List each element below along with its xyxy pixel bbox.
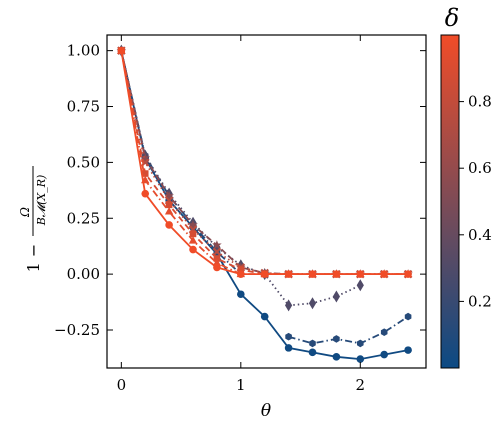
data-point: [332, 290, 340, 303]
data-point: [117, 46, 126, 55]
x-tick-label: 1: [236, 376, 246, 394]
x-axis-label: θ: [261, 401, 271, 421]
plot-frame: [106, 34, 427, 369]
series-layer: [116, 44, 413, 363]
series-8: [117, 46, 412, 278]
series-line: [120, 50, 409, 276]
data-point: [213, 263, 221, 272]
data-point: [164, 190, 174, 200]
data-point: [284, 344, 293, 352]
data-point: [141, 170, 149, 177]
series-1: [117, 46, 412, 363]
data-point: [237, 290, 245, 299]
y-tick-label: 0.00: [67, 265, 100, 283]
series-6: [118, 47, 412, 278]
colorbar-tick-label: 0.4: [468, 226, 492, 244]
y-tick-label: 0.50: [67, 153, 100, 171]
data-point: [357, 339, 364, 348]
data-point: [404, 346, 412, 354]
y-label-numerator: Ω: [18, 207, 32, 218]
data-point: [164, 207, 174, 215]
data-point: [212, 240, 222, 250]
data-point: [308, 270, 317, 278]
series-line: [120, 50, 409, 276]
data-point: [285, 332, 292, 341]
y-axis-label: 1 − Ω B𝓜(X_R): [18, 166, 48, 272]
data-point: [140, 152, 150, 162]
data-point: [309, 339, 316, 348]
series-line: [120, 50, 409, 276]
data-point: [188, 220, 198, 229]
data-point: [189, 230, 197, 238]
colorbar-tick-label: 0.6: [468, 159, 492, 177]
data-point: [404, 312, 412, 321]
y-tick-label: 0.25: [67, 209, 100, 227]
data-point: [404, 270, 412, 278]
y-tick-label: −0.25: [54, 321, 100, 339]
data-point: [356, 270, 365, 278]
data-point: [333, 335, 340, 343]
series-4: [116, 45, 413, 279]
x-tick-label: 0: [117, 376, 127, 394]
data-point: [188, 236, 198, 244]
axes-layer: 0 1 2 1.00 0.75 0.50 0.25 0.00 −0.25: [54, 35, 426, 394]
data-point: [356, 279, 364, 292]
data-point: [285, 299, 293, 312]
data-point: [260, 312, 269, 321]
colorbar-ticks: 0.2 0.4 0.6 0.8: [459, 93, 492, 310]
series-line: [120, 50, 409, 276]
data-point: [356, 355, 365, 363]
data-point: [165, 221, 173, 229]
data-point: [308, 348, 317, 357]
data-point: [332, 353, 341, 361]
series-line: [288, 315, 409, 345]
data-point: [260, 270, 269, 278]
colorbar: [440, 34, 460, 369]
series-7: [117, 46, 413, 278]
series-line: [120, 50, 409, 276]
y-tick-label: 0.75: [67, 98, 100, 116]
data-point: [212, 247, 222, 257]
series-5: [117, 46, 413, 279]
data-point: [141, 189, 150, 198]
y-label-one-minus: 1 −: [24, 244, 43, 273]
colorbar-tick-label: 0.8: [468, 93, 492, 111]
data-point: [308, 297, 317, 310]
y-label-denominator: B𝓜(X_R): [35, 175, 48, 227]
colorbar-label: δ: [445, 4, 459, 32]
data-point: [284, 270, 293, 278]
series-line: [120, 50, 242, 275]
y-tick-label: 1.00: [67, 42, 100, 60]
colorbar-tick-label: 0.2: [468, 292, 492, 310]
data-point: [189, 245, 197, 254]
data-point: [212, 258, 222, 266]
data-point: [380, 270, 388, 278]
data-point: [380, 350, 388, 359]
data-point: [332, 270, 341, 278]
data-point: [165, 201, 173, 209]
data-point: [237, 270, 245, 278]
data-point: [380, 328, 388, 336]
x-tick-label: 2: [356, 376, 366, 394]
series-line: [120, 50, 361, 307]
